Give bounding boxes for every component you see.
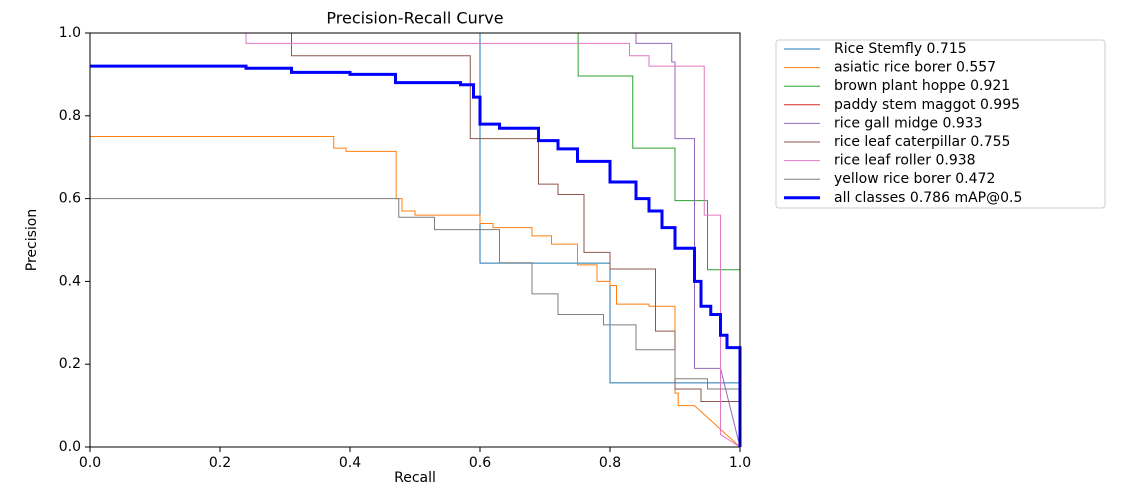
pr-curve (90, 32, 741, 447)
y-tick-label: 0.6 (59, 191, 81, 207)
x-tick-label: 0.8 (599, 455, 621, 471)
pr-curve (90, 198, 741, 447)
y-tick-label: 0.8 (59, 108, 81, 124)
pr-curve (90, 32, 741, 448)
legend-label: all classes 0.786 mAP@0.5 (834, 190, 1022, 206)
legend-label: asiatic rice borer 0.557 (834, 60, 996, 76)
pr-curve (90, 32, 741, 447)
y-tick-label: 1.0 (59, 25, 81, 41)
plot-frame (89, 32, 741, 448)
x-tick-label: 0.0 (79, 455, 101, 471)
x-tick-label: 0.4 (339, 455, 361, 471)
chart-title: Precision-Recall Curve (326, 9, 503, 28)
y-axis-label: Precision (24, 209, 40, 271)
pr-curve (90, 32, 741, 447)
y-tick-label: 0.2 (59, 356, 81, 372)
x-axis-label: Recall (394, 470, 436, 486)
legend-label: rice leaf roller 0.938 (834, 153, 976, 169)
pr-curve (90, 136, 741, 448)
y-tick-label: 0.0 (59, 439, 81, 455)
x-tick-label: 0.2 (209, 455, 231, 471)
legend-box (775, 39, 1106, 209)
pr-curve (90, 32, 741, 448)
legend-label: rice leaf caterpillar 0.755 (834, 134, 1010, 150)
pr-curve (90, 32, 741, 447)
x-tick-label: 0.6 (469, 455, 491, 471)
legend-label: Rice Stemfly 0.715 (834, 41, 967, 57)
x-tick-label: 1.0 (729, 455, 751, 471)
legend-label: yellow rice borer 0.472 (834, 171, 995, 187)
pr-curve (90, 64, 742, 447)
y-tick-label: 0.4 (59, 273, 81, 289)
legend-label: rice gall midge 0.933 (834, 115, 983, 131)
legend-label: paddy stem maggot 0.995 (834, 97, 1020, 113)
legend-label: brown plant hoppe 0.921 (834, 78, 1010, 94)
